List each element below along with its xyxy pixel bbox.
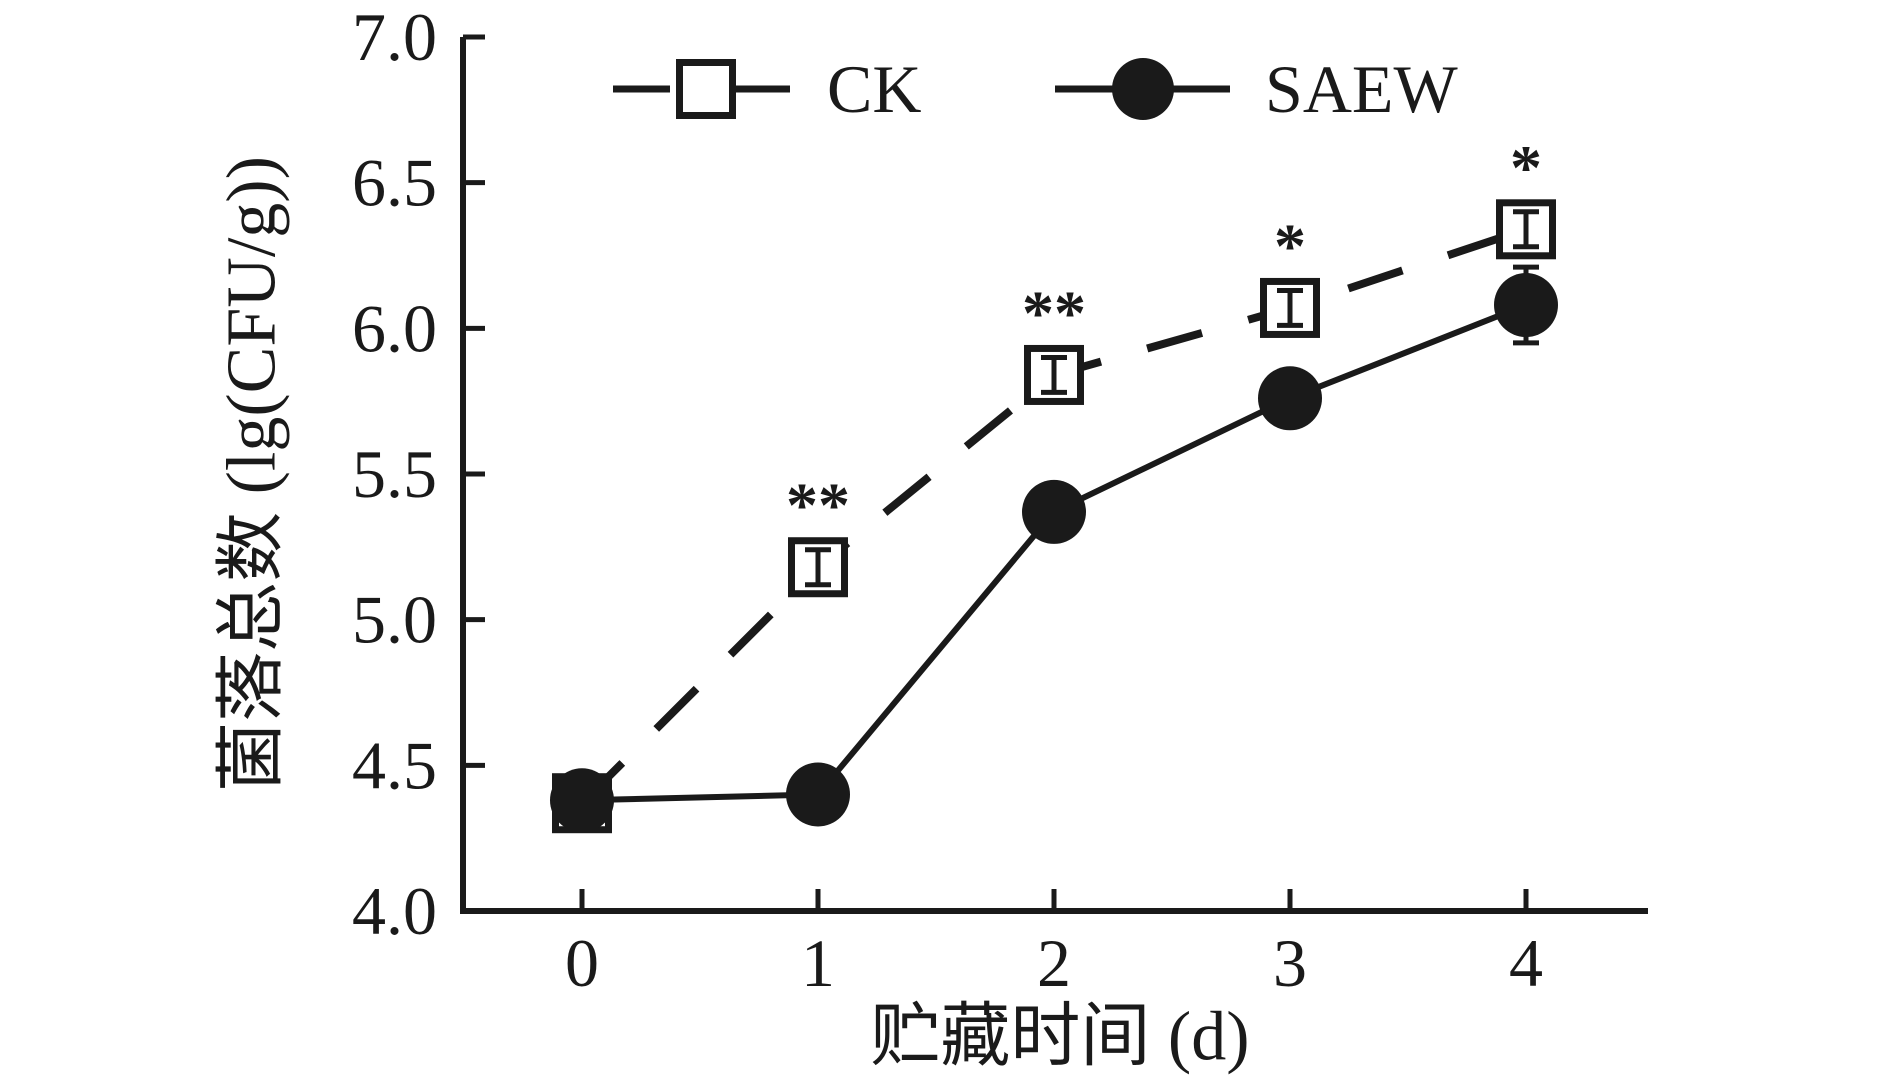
saew-data-point [1258, 366, 1322, 431]
saew-circle-marker-icon [1112, 58, 1174, 120]
x-tick-label: 4 [1509, 925, 1543, 1001]
x-tick-label: 2 [1037, 925, 1071, 1001]
legend-item-ck: CK [827, 51, 921, 127]
legend: CK SAEW [827, 51, 1458, 127]
series-saew [550, 264, 1558, 833]
x-axis-title: 贮藏时间 (d) [870, 999, 1249, 1076]
y-tick-label: 6.5 [352, 145, 437, 221]
error-bar [1041, 354, 1067, 395]
legend-label: CK [827, 51, 921, 127]
y-tick-label: 5.0 [352, 582, 437, 658]
x-tick-label: 0 [565, 925, 599, 1001]
y-tick-label: 4.5 [352, 727, 437, 803]
y-tick-label: 7.0 [352, 0, 437, 75]
y-tick-label: 5.5 [352, 436, 437, 512]
x-tick-label: 3 [1273, 925, 1307, 1001]
saew-data-point [550, 768, 614, 833]
significance-annotation: ** [1022, 277, 1086, 348]
saew-data-point [1022, 479, 1086, 544]
saew-data-point [1494, 273, 1558, 338]
error-bar [805, 547, 831, 588]
legend-label: SAEW [1265, 51, 1458, 127]
y-tick-label: 6.0 [352, 290, 437, 366]
y-axis-title: 菌落总数 (lg(CFU/g)) [214, 156, 291, 792]
error-bar [1277, 287, 1303, 328]
y-tick-label: 4.0 [352, 873, 437, 949]
x-tick-label: 1 [801, 925, 835, 1001]
significance-annotation: * [1510, 132, 1542, 203]
significance-annotation: ** [786, 470, 850, 541]
significance-annotation: * [1274, 210, 1306, 281]
saew-data-point [786, 762, 850, 827]
ck-square-marker-icon [676, 59, 736, 119]
error-bar [1513, 209, 1539, 250]
legend-item-saew: SAEW [1265, 51, 1458, 127]
